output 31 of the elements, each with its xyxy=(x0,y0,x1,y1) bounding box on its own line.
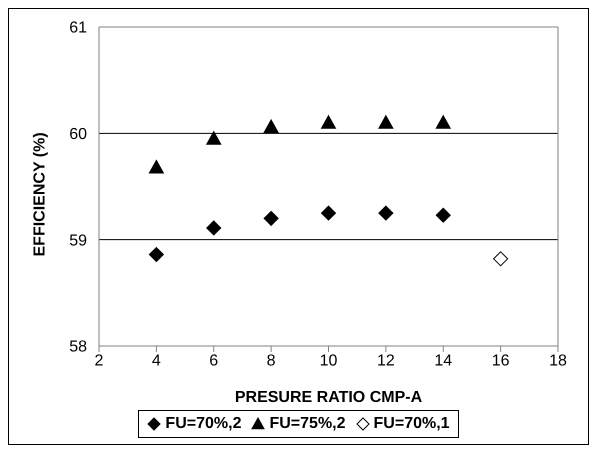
legend-label: FU=70%,1 xyxy=(374,415,450,433)
point xyxy=(321,115,336,129)
x-tick-label: 18 xyxy=(549,352,567,370)
x-axis-title: PRESURE RATIO CMP-A xyxy=(234,389,423,406)
x-tick-label: 6 xyxy=(209,352,218,370)
x-tick-label: 2 xyxy=(94,352,104,370)
x-tick-label: 4 xyxy=(152,352,161,370)
point xyxy=(321,206,336,221)
legend-label: FU=70%,2 xyxy=(165,415,242,433)
point xyxy=(148,160,164,174)
x-tick-label: 8 xyxy=(266,352,276,370)
x-tick-label: 12 xyxy=(376,352,395,370)
point xyxy=(264,210,279,226)
point xyxy=(436,115,451,129)
point xyxy=(378,115,394,129)
point xyxy=(148,247,164,262)
y-tick-label: 58 xyxy=(69,338,88,356)
y-tick-label: 59 xyxy=(69,232,88,250)
y-tick-label: 60 xyxy=(69,126,88,144)
x-tick-label: 16 xyxy=(492,352,510,370)
point xyxy=(264,119,279,134)
point xyxy=(378,206,394,221)
y-tick-label: 61 xyxy=(69,20,88,37)
legend-label: FU=75%,2 xyxy=(269,415,346,433)
y-axis-title: EFFICIENCY (%) xyxy=(32,132,49,256)
point xyxy=(206,131,222,145)
x-tick-label: 14 xyxy=(434,352,452,370)
x-tick-label: 10 xyxy=(320,352,338,370)
point xyxy=(493,251,508,266)
point xyxy=(436,208,451,223)
point xyxy=(206,220,222,236)
